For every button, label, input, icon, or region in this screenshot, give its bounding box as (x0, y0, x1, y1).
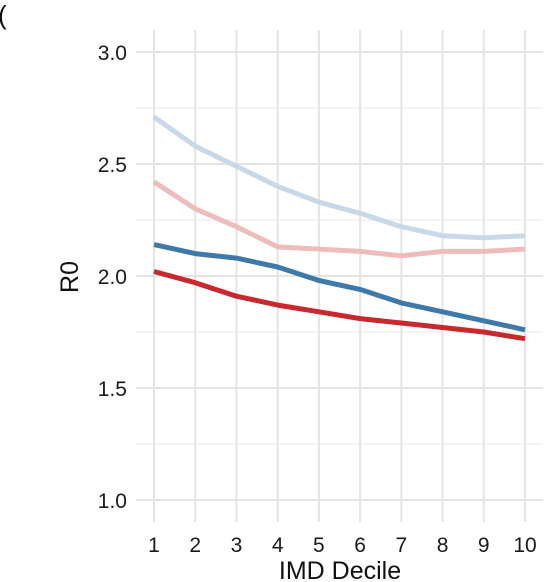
series-line-1 (152, 114, 526, 241)
x-tick-label: 8 (437, 534, 449, 557)
x-axis-title: IMD Decile (279, 557, 401, 582)
series-line-2 (152, 179, 526, 259)
panel-label: ( (0, 0, 7, 30)
x-tick-label: 6 (354, 534, 366, 557)
x-tick-label: 9 (478, 534, 490, 557)
y-tick-label: 2.0 (98, 266, 127, 289)
series-line-3 (153, 242, 526, 333)
x-tick-label: 3 (231, 534, 243, 557)
y-tick-label: 1.0 (98, 490, 127, 513)
y-axis-title: R0 (56, 261, 84, 293)
y-tick-label: 3.0 (98, 42, 127, 65)
x-tick-label: 5 (313, 534, 325, 557)
x-tick-labels: 1 2 3 4 5 6 7 8 9 10 (148, 534, 537, 557)
y-tick-labels: 1.0 1.5 2.0 2.5 3.0 (98, 42, 127, 513)
series-lines (152, 114, 526, 342)
y-tick-label: 2.5 (98, 154, 127, 177)
x-tick-label: 1 (148, 534, 160, 557)
x-tick-label: 2 (189, 534, 201, 557)
series-line-4 (153, 269, 526, 342)
x-tick-label: 4 (272, 534, 284, 557)
x-tick-label: 10 (513, 534, 536, 557)
grid (136, 30, 543, 522)
x-tick-label: 7 (395, 534, 407, 557)
y-tick-label: 1.5 (98, 378, 127, 401)
